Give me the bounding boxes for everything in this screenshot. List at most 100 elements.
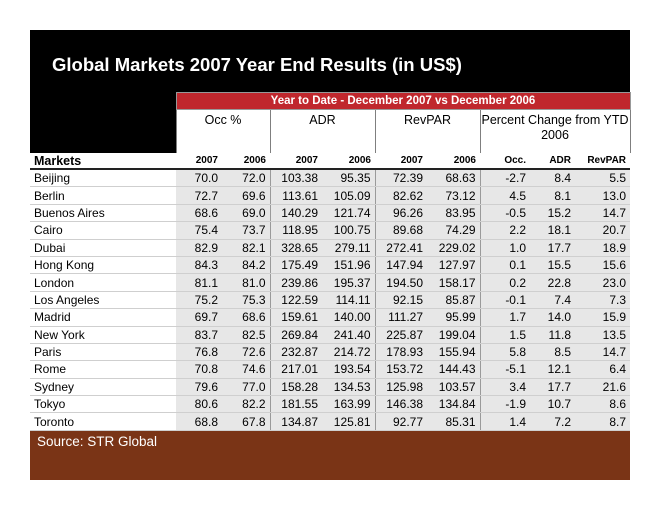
table-cell: 111.27 bbox=[375, 308, 427, 327]
subheader: ADR bbox=[530, 153, 575, 170]
table-cell: 95.99 bbox=[427, 308, 481, 327]
table-cell: 70.8 bbox=[176, 360, 222, 379]
market-name: Beijing bbox=[30, 169, 176, 188]
group-header-occ: Occ % bbox=[175, 109, 271, 153]
table-cell: 232.87 bbox=[270, 343, 322, 362]
table-cell: 155.94 bbox=[427, 343, 481, 362]
subheader: 2007 bbox=[270, 153, 322, 170]
table-cell: 3.4 bbox=[480, 378, 530, 397]
table-cell: 7.2 bbox=[530, 412, 575, 431]
group-header-adr: ADR bbox=[269, 109, 376, 153]
table-cell: 74.29 bbox=[427, 221, 481, 240]
table-cell: 73.7 bbox=[222, 221, 271, 240]
table-cell: 11.8 bbox=[530, 326, 575, 344]
table-row: Rome 70.8 74.6 217.01 193.54 153.72 144.43 -5.1… bbox=[30, 360, 631, 379]
table-row: Berlin 72.7 69.6 113.61 105.09 82.62 73.12 4.5 8… bbox=[30, 186, 631, 205]
table-cell: 181.55 bbox=[270, 395, 322, 414]
table-cell: 83.7 bbox=[176, 326, 222, 344]
subheader: 2007 bbox=[375, 153, 427, 170]
table-cell: 269.84 bbox=[270, 326, 322, 344]
table-cell: 69.7 bbox=[176, 308, 222, 327]
table-cell: 0.1 bbox=[480, 256, 530, 275]
table-cell: 153.72 bbox=[375, 360, 427, 379]
table-cell: 82.1 bbox=[222, 239, 271, 257]
table-cell: 73.12 bbox=[427, 186, 481, 205]
table-cell: 18.1 bbox=[530, 221, 575, 240]
table-cell: 89.68 bbox=[375, 221, 427, 240]
market-name: New York bbox=[30, 326, 176, 344]
table-cell: 69.0 bbox=[222, 204, 271, 223]
table-cell: 6.4 bbox=[575, 360, 631, 379]
table-cell: 140.00 bbox=[322, 308, 376, 327]
table-cell: 17.7 bbox=[530, 239, 575, 257]
table-cell: 84.3 bbox=[176, 256, 222, 275]
table-row: London 81.1 81.0 239.86 195.37 194.50 158.17 0.… bbox=[30, 273, 631, 292]
table-cell: 7.3 bbox=[575, 291, 631, 310]
table-cell: 159.61 bbox=[270, 308, 322, 327]
table-cell: 114.11 bbox=[322, 291, 376, 310]
table-cell: 158.28 bbox=[270, 378, 322, 397]
table-cell: 8.6 bbox=[575, 395, 631, 414]
subheader: RevPAR bbox=[575, 153, 631, 170]
table-cell: 105.09 bbox=[322, 186, 376, 205]
table-row: New York 83.7 82.5 269.84 241.40 225.87 199.04… bbox=[30, 326, 631, 344]
group-header-revpar: RevPAR bbox=[374, 109, 481, 153]
table-cell: 20.7 bbox=[575, 221, 631, 240]
table-cell: 72.6 bbox=[222, 343, 271, 362]
blank-cell bbox=[30, 110, 176, 154]
table-cell: 75.3 bbox=[222, 291, 271, 310]
market-name: London bbox=[30, 273, 176, 292]
table-cell: 83.95 bbox=[427, 204, 481, 223]
table-cell: -0.5 bbox=[480, 204, 530, 223]
table-cell: 70.0 bbox=[176, 169, 222, 188]
table-cell: -2.7 bbox=[480, 169, 530, 188]
table-cell: 113.61 bbox=[270, 186, 322, 205]
table-row: Hong Kong 84.3 84.2 175.49 151.96 147.94 127.9… bbox=[30, 256, 631, 275]
table-row: Cairo 75.4 73.7 118.95 100.75 89.68 74.29 2.2 18… bbox=[30, 221, 631, 240]
table-row: Paris 76.8 72.6 232.87 214.72 178.93 155.94 5.8… bbox=[30, 343, 631, 362]
markets-header: Markets bbox=[30, 153, 176, 170]
table-row: Dubai 82.9 82.1 328.65 279.11 272.41 229.02 1.0… bbox=[30, 239, 631, 257]
table-cell: 68.8 bbox=[176, 412, 222, 431]
market-name: Toronto bbox=[30, 412, 176, 431]
table-cell: 82.62 bbox=[375, 186, 427, 205]
table-cell: 103.38 bbox=[270, 169, 322, 188]
table-cell: 67.8 bbox=[222, 412, 271, 431]
table-cell: 72.0 bbox=[222, 169, 271, 188]
table-cell: 229.02 bbox=[427, 239, 481, 257]
table-cell: 214.72 bbox=[322, 343, 376, 362]
table-cell: 140.29 bbox=[270, 204, 322, 223]
table-cell: 195.37 bbox=[322, 273, 376, 292]
table-cell: 68.6 bbox=[222, 308, 271, 327]
market-name: Tokyo bbox=[30, 395, 176, 414]
table-cell: 134.87 bbox=[270, 412, 322, 431]
table-cell: 85.31 bbox=[427, 412, 481, 431]
table-cell: 8.4 bbox=[530, 169, 575, 188]
table-cell: 241.40 bbox=[322, 326, 376, 344]
table-cell: 118.95 bbox=[270, 221, 322, 240]
table-cell: 175.49 bbox=[270, 256, 322, 275]
table-cell: 13.5 bbox=[575, 326, 631, 344]
table-cell: 15.9 bbox=[575, 308, 631, 327]
results-table-wrap: Year to Date - December 2007 vs December… bbox=[30, 92, 631, 431]
subheader: Occ. bbox=[480, 153, 530, 170]
table-cell: 15.5 bbox=[530, 256, 575, 275]
table-cell: 75.2 bbox=[176, 291, 222, 310]
table-cell: 144.43 bbox=[427, 360, 481, 379]
market-name: Hong Kong bbox=[30, 256, 176, 275]
market-name: Madrid bbox=[30, 308, 176, 327]
table-cell: 1.7 bbox=[480, 308, 530, 327]
table-cell: 79.6 bbox=[176, 378, 222, 397]
table-cell: 0.2 bbox=[480, 273, 530, 292]
table-cell: 13.0 bbox=[575, 186, 631, 205]
table-cell: 151.96 bbox=[322, 256, 376, 275]
table-cell: 4.5 bbox=[480, 186, 530, 205]
table-cell: -0.1 bbox=[480, 291, 530, 310]
table-cell: 82.2 bbox=[222, 395, 271, 414]
table-cell: 279.11 bbox=[322, 239, 376, 257]
table-cell: 2.2 bbox=[480, 221, 530, 240]
table-cell: 134.84 bbox=[427, 395, 481, 414]
table-cell: 82.5 bbox=[222, 326, 271, 344]
subheader: 2006 bbox=[427, 153, 480, 170]
subheader: 2006 bbox=[222, 153, 270, 170]
